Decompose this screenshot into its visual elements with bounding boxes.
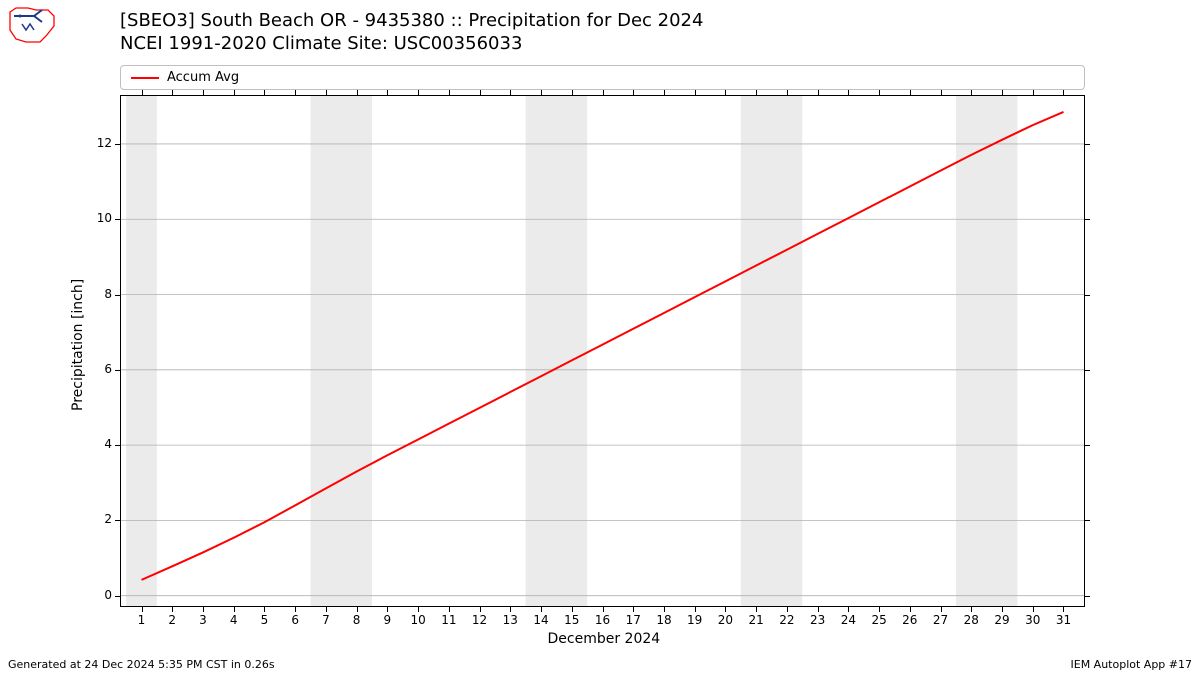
- y-tick-label: 4: [82, 437, 112, 451]
- x-tick-label: 4: [230, 613, 238, 627]
- x-tick-label: 25: [871, 613, 886, 627]
- x-tick-label: 7: [322, 613, 330, 627]
- x-tick-label: 23: [810, 613, 825, 627]
- x-tick-label: 27: [933, 613, 948, 627]
- y-tick-label: 6: [82, 362, 112, 376]
- legend: Accum Avg: [120, 65, 1085, 90]
- x-tick-label: 22: [779, 613, 794, 627]
- x-tick-label: 15: [564, 613, 579, 627]
- legend-swatch: [131, 77, 159, 79]
- iem-logo: [6, 6, 56, 44]
- x-tick-label: 5: [261, 613, 269, 627]
- chart-title-line2: NCEI 1991-2020 Climate Site: USC00356033: [120, 33, 703, 56]
- x-tick-label: 2: [168, 613, 176, 627]
- x-tick-label: 14: [533, 613, 548, 627]
- x-tick-label: 1: [138, 613, 146, 627]
- x-tick-label: 12: [472, 613, 487, 627]
- chart-title-block: [SBEO3] South Beach OR - 9435380 :: Prec…: [120, 10, 703, 55]
- x-tick-label: 9: [384, 613, 392, 627]
- x-tick-label: 8: [353, 613, 361, 627]
- x-tick-label: 30: [1025, 613, 1040, 627]
- x-axis-label: December 2024: [548, 631, 661, 647]
- x-tick-label: 18: [656, 613, 671, 627]
- y-tick-label: 12: [82, 136, 112, 150]
- x-tick-label: 24: [841, 613, 856, 627]
- x-tick-label: 16: [595, 613, 610, 627]
- footer-app: IEM Autoplot App #17: [1071, 658, 1193, 671]
- footer-generated: Generated at 24 Dec 2024 5:35 PM CST in …: [8, 658, 275, 671]
- y-tick-label: 0: [82, 588, 112, 602]
- x-tick-label: 10: [410, 613, 425, 627]
- legend-label: Accum Avg: [167, 70, 239, 85]
- y-tick-label: 2: [82, 512, 112, 526]
- x-tick-label: 17: [626, 613, 641, 627]
- chart-svg: [120, 95, 1085, 607]
- x-tick-label: 3: [199, 613, 207, 627]
- x-tick-label: 6: [291, 613, 299, 627]
- y-tick-label: 8: [82, 287, 112, 301]
- x-tick-label: 26: [902, 613, 917, 627]
- x-tick-label: 19: [687, 613, 702, 627]
- x-tick-label: 20: [718, 613, 733, 627]
- x-tick-label: 21: [749, 613, 764, 627]
- chart-title-line1: [SBEO3] South Beach OR - 9435380 :: Prec…: [120, 10, 703, 33]
- x-tick-label: 13: [503, 613, 518, 627]
- x-tick-label: 31: [1056, 613, 1071, 627]
- chart-plot-area: [120, 95, 1085, 607]
- y-tick-label: 10: [82, 211, 112, 225]
- x-tick-label: 28: [964, 613, 979, 627]
- x-tick-label: 29: [994, 613, 1009, 627]
- x-tick-label: 11: [441, 613, 456, 627]
